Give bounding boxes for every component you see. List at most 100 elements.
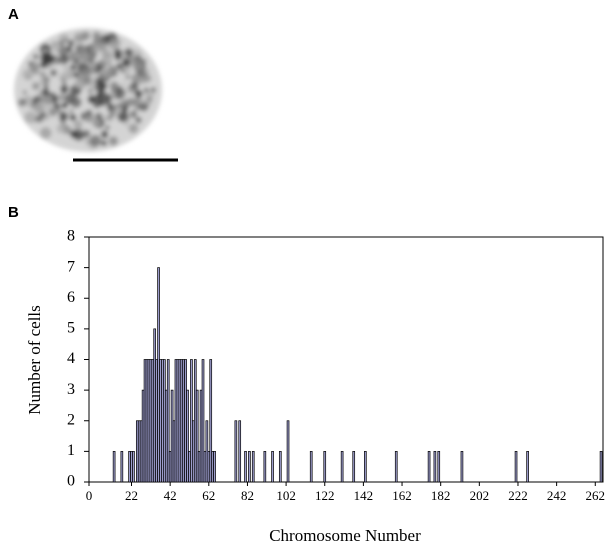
bar	[235, 421, 237, 482]
speck	[59, 33, 70, 44]
speck	[62, 82, 68, 88]
bar	[324, 451, 326, 482]
speck	[92, 31, 101, 40]
speck	[100, 93, 111, 104]
speck	[70, 130, 79, 139]
speck	[72, 65, 76, 69]
x-tick-label: 162	[392, 488, 412, 503]
speck	[139, 99, 145, 105]
speck	[32, 82, 40, 90]
speck	[130, 110, 138, 118]
speck	[43, 76, 50, 83]
speck	[56, 124, 65, 133]
speck	[30, 103, 36, 109]
panel-label: A	[8, 6, 19, 23]
cell-image	[14, 28, 162, 152]
bar	[353, 451, 355, 482]
speck	[123, 59, 130, 66]
speck	[69, 114, 76, 121]
speck	[118, 116, 122, 120]
bar	[434, 451, 436, 482]
y-tick-label: 6	[67, 289, 75, 306]
bar	[279, 451, 281, 482]
y-tick-label: 7	[67, 258, 75, 275]
speck	[40, 61, 47, 68]
speck	[129, 124, 139, 134]
bar	[252, 451, 254, 482]
speck	[88, 96, 96, 104]
speck	[101, 68, 110, 77]
bar	[310, 451, 312, 482]
speck	[101, 140, 107, 146]
speck	[101, 130, 109, 138]
figure: A B Chromosome Number Number of cells 01…	[0, 0, 605, 549]
speck	[74, 72, 79, 77]
x-tick-label: 82	[241, 488, 254, 503]
x-tick-label: 122	[315, 488, 335, 503]
speck	[50, 41, 61, 52]
speck	[105, 125, 109, 129]
speck	[35, 69, 40, 74]
speck	[82, 67, 92, 77]
speck	[18, 98, 26, 106]
bar	[245, 451, 247, 482]
speck	[59, 72, 69, 82]
bar	[113, 451, 115, 482]
speck	[122, 82, 126, 86]
y-tick-label: 1	[67, 442, 75, 459]
speck	[86, 109, 93, 116]
speck	[89, 43, 100, 54]
speck	[81, 31, 90, 40]
speck	[120, 69, 124, 73]
bar	[395, 451, 397, 482]
panel-label: B	[8, 204, 19, 221]
x-tick-label: 102	[276, 488, 296, 503]
speck	[131, 82, 139, 90]
bar	[287, 421, 289, 482]
speck	[76, 34, 82, 40]
speck	[50, 69, 57, 76]
speck	[113, 49, 121, 57]
speck	[82, 130, 90, 138]
speck	[121, 100, 129, 108]
bar	[248, 451, 250, 482]
speck	[70, 97, 81, 108]
x-tick-label: 22	[125, 488, 138, 503]
bar	[600, 451, 602, 482]
bar	[364, 451, 366, 482]
speck	[73, 79, 82, 88]
speck	[143, 87, 148, 92]
speck	[40, 127, 51, 138]
speck	[73, 120, 82, 129]
speck	[92, 118, 102, 128]
speck	[105, 58, 113, 66]
speck	[43, 113, 50, 120]
x-tick-label: 242	[547, 488, 567, 503]
speck	[121, 52, 127, 58]
bar	[214, 451, 216, 482]
speck	[135, 90, 143, 98]
speck	[35, 114, 43, 122]
bar	[239, 421, 241, 482]
bar	[527, 451, 529, 482]
y-tick-label: 4	[67, 350, 75, 367]
x-tick-label: 202	[470, 488, 490, 503]
x-tick-label: 182	[431, 488, 451, 503]
speck	[76, 46, 86, 56]
y-tick-label: 3	[67, 381, 75, 398]
bar	[515, 451, 517, 482]
speck	[109, 136, 118, 145]
bar	[272, 451, 274, 482]
x-tick-label: 142	[354, 488, 374, 503]
x-tick-label: 42	[164, 488, 177, 503]
speck	[63, 64, 68, 69]
speck	[145, 98, 153, 106]
y-tick-label: 0	[67, 473, 75, 490]
bar	[121, 451, 123, 482]
speck	[62, 103, 68, 109]
speck	[33, 54, 38, 59]
speck	[106, 114, 113, 121]
speck	[124, 122, 128, 126]
x-axis-label: Chromosome Number	[269, 526, 421, 545]
speck	[133, 61, 144, 72]
